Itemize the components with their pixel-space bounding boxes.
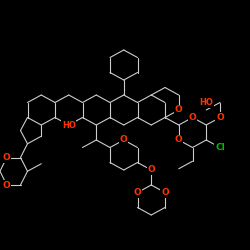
Text: Cl: Cl xyxy=(215,143,225,152)
Text: O: O xyxy=(161,188,169,197)
Text: O: O xyxy=(3,180,10,190)
Text: O: O xyxy=(120,136,128,144)
Text: HO: HO xyxy=(62,120,76,130)
Text: O: O xyxy=(216,113,224,122)
Text: O: O xyxy=(175,106,182,114)
Text: O: O xyxy=(148,166,155,174)
Text: O: O xyxy=(175,136,182,144)
Text: O: O xyxy=(134,188,141,197)
Text: O: O xyxy=(189,113,196,122)
Text: O: O xyxy=(3,153,10,162)
Text: HO: HO xyxy=(199,98,213,107)
